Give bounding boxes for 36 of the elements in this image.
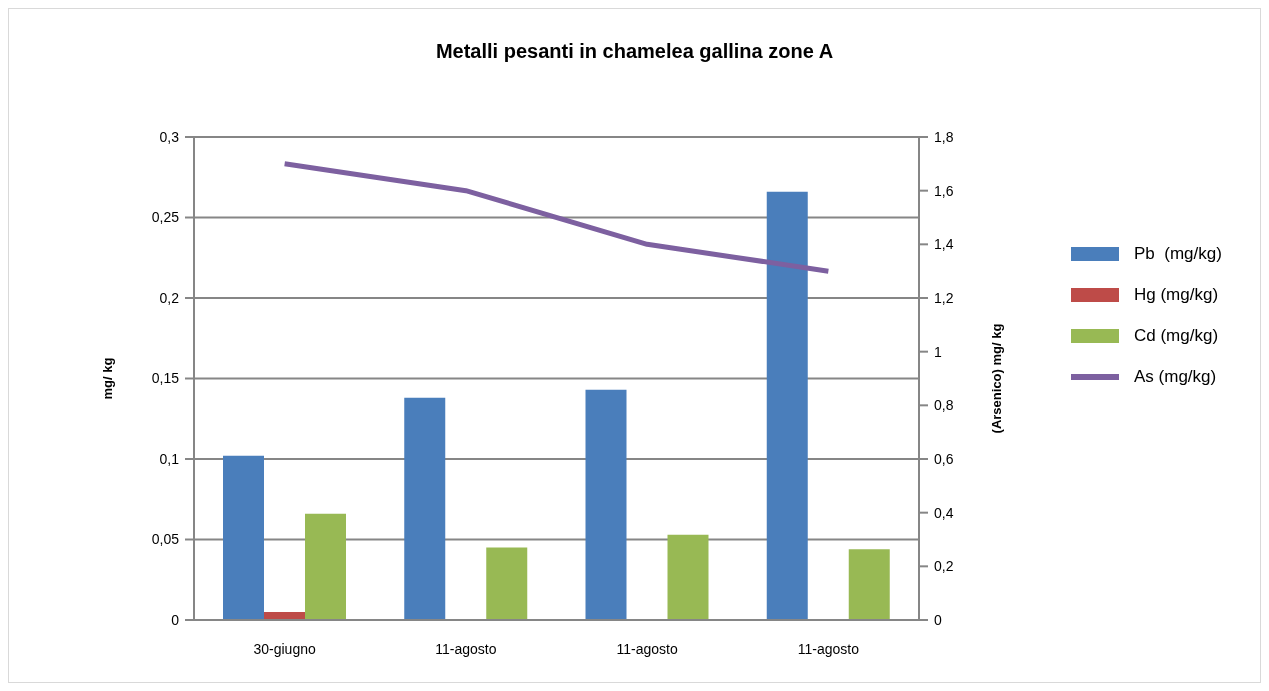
- y-tick-label: 0,05: [151, 531, 180, 548]
- y-tick-label: 0,2: [159, 289, 180, 306]
- legend-label: Pb (mg/kg): [1134, 244, 1222, 264]
- bar: [486, 547, 528, 620]
- y-tick-label: 0,15: [151, 370, 180, 387]
- y-tick-label: 0,3: [159, 128, 180, 145]
- bar: [404, 397, 446, 620]
- y2-tick-label: 0,4: [934, 504, 954, 521]
- y2-tick-label: 1,8: [934, 128, 954, 145]
- bar: [667, 534, 709, 620]
- legend-label: Cd (mg/kg): [1134, 326, 1219, 346]
- y2-tick-label: 0,8: [934, 397, 954, 414]
- bar: [223, 455, 264, 620]
- chart-title: Metalli pesanti in chamelea gallina zone A: [434, 40, 835, 63]
- y2-tick-label: 1,4: [934, 236, 954, 253]
- bar: [585, 389, 627, 620]
- y2-tick-label: 0: [934, 611, 942, 628]
- x-tick-label: 11-agosto: [435, 640, 497, 657]
- y2-tick-label: 0,2: [934, 558, 954, 575]
- y-tick-label: 0,25: [151, 209, 180, 226]
- y-axis-title: mg/ kg: [99, 357, 115, 400]
- y2-tick-label: 1: [934, 343, 942, 360]
- x-tick-label: 30-giugno: [253, 640, 316, 657]
- x-tick-label: 11-agosto: [797, 640, 860, 657]
- x-tick-label: 11-agosto: [616, 640, 678, 657]
- bar: [305, 513, 346, 620]
- legend-label: As (mg/kg): [1134, 367, 1217, 387]
- legend-label: Hg (mg/kg): [1134, 285, 1219, 305]
- bar: [848, 549, 890, 620]
- y-tick-label: 0,1: [159, 450, 180, 467]
- bar: [766, 191, 808, 620]
- y2-axis-title: (Arsenico) mg/ kg: [988, 323, 1004, 434]
- y2-tick-label: 0,6: [934, 450, 954, 467]
- y2-tick-label: 1,2: [934, 289, 954, 306]
- y2-tick-label: 1,6: [934, 182, 954, 199]
- y-tick-label: 0: [171, 611, 180, 628]
